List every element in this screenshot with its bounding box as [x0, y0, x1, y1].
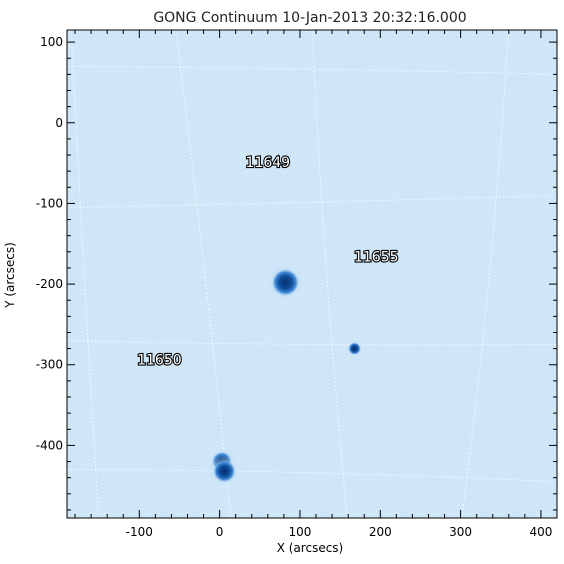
- heliographic-grid: [67, 30, 557, 518]
- y-tick-label: 100: [40, 35, 63, 49]
- x-axis: -100 0 100 200 300 400: [74, 30, 558, 539]
- plot-frame: [66, 29, 558, 519]
- x-tick-label: -100: [126, 525, 153, 539]
- figure-title: GONG Continuum 10-Jan-2013 20:32:16.000: [153, 10, 466, 26]
- spot-center: [271, 268, 300, 297]
- image-area: 11649 11655 11650: [67, 30, 557, 518]
- x-tick-label: 100: [288, 525, 311, 539]
- x-tick-label: 0: [216, 525, 224, 539]
- grid-latitude-line: [67, 340, 557, 346]
- grid-latitude-line: [67, 65, 557, 75]
- x-tick-label: 200: [369, 525, 392, 539]
- y-tick-label: -200: [36, 277, 63, 291]
- active-region-label: 11650: [137, 353, 182, 369]
- x-tick-label: 300: [449, 525, 472, 539]
- grid-latitude-line: [67, 194, 557, 208]
- y-tick-label: -100: [36, 196, 63, 210]
- y-tick-label: 0: [55, 116, 63, 130]
- y-axis: 100 0 -100 -200 -300 -400: [36, 35, 557, 511]
- active-region-label: 11655: [354, 249, 399, 265]
- spot-bottom-b: [213, 459, 236, 483]
- active-region-labels: 11649 11655 11650: [136, 154, 400, 370]
- active-region-label: 11649: [246, 155, 291, 171]
- sunspot-layer: [206, 260, 365, 490]
- y-tick-label: -400: [36, 438, 63, 452]
- spot-small: [348, 342, 361, 355]
- y-axis-label: Y (arcsecs): [3, 242, 17, 309]
- granulation-texture: [67, 30, 557, 518]
- x-axis-label: X (arcsecs): [277, 541, 344, 555]
- x-tick-label: 400: [529, 525, 552, 539]
- y-tick-label: -300: [36, 358, 63, 372]
- grid-latitude-line: [67, 469, 557, 483]
